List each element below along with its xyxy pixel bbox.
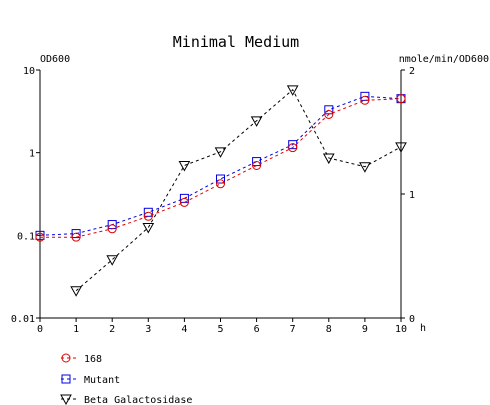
x-tick-label: 4: [181, 324, 187, 335]
data-point: [286, 85, 299, 96]
data-point: [107, 224, 117, 234]
data-point: [142, 222, 155, 234]
y-left-axis-label: OD600: [40, 54, 70, 65]
legend-marker: [61, 374, 71, 384]
y-left-tick-label: 10: [23, 66, 35, 77]
y-left-tick-label: 0.1: [17, 231, 35, 242]
x-tick-label: 1: [73, 324, 79, 335]
x-tick-label: 2: [109, 324, 115, 335]
data-point: [288, 140, 298, 150]
series-line: [39, 95, 402, 236]
legend-marker: [60, 394, 72, 405]
x-tick-label: 10: [395, 324, 407, 335]
data-point: [106, 255, 119, 266]
data-point: [252, 160, 262, 170]
y-right-tick-label: 2: [409, 66, 415, 77]
data-point: [216, 174, 225, 184]
legend-item: Beta Galactosidase: [60, 394, 192, 405]
x-tick-label: 0: [37, 324, 43, 335]
data-point: [288, 143, 298, 153]
data-point: [252, 157, 262, 167]
data-point: [71, 232, 81, 242]
x-tick-label: 3: [145, 324, 151, 335]
series-1: [35, 91, 406, 240]
x-tick-label: 6: [254, 324, 260, 335]
data-point: [359, 162, 371, 173]
legend-label: Mutant: [84, 375, 120, 386]
data-point: [35, 232, 45, 242]
y-right-tick-label: 1: [409, 190, 415, 201]
series-line: [40, 98, 402, 238]
legend-item: Mutant: [61, 374, 120, 386]
data-point: [322, 153, 335, 165]
x-tick-label: 5: [217, 324, 223, 335]
data-point: [360, 95, 370, 105]
data-point: [178, 160, 191, 172]
data-point: [179, 197, 189, 207]
series-0: [35, 94, 406, 242]
y-right-axis-label: nmole/min/OD600: [399, 54, 489, 65]
data-point: [216, 179, 225, 189]
legend-label: 168: [84, 354, 102, 365]
series-layer: [35, 85, 407, 297]
x-tick-label: 9: [362, 324, 368, 335]
data-point: [143, 211, 153, 221]
data-point: [324, 105, 334, 115]
series-2: [70, 85, 407, 297]
y-left-tick-label: 0.01: [11, 314, 35, 325]
series-line: [75, 89, 402, 292]
data-point: [143, 207, 153, 217]
legend-label: Beta Galactosidase: [84, 395, 192, 405]
data-point: [395, 142, 407, 153]
x-tick-label: 8: [326, 324, 332, 335]
legend-marker: [61, 353, 71, 363]
data-point: [250, 116, 263, 127]
x-axis-label: h: [420, 323, 426, 334]
data-point: [360, 91, 370, 101]
x-tick-label: 7: [290, 324, 296, 335]
data-point: [324, 109, 334, 119]
data-point: [214, 147, 227, 158]
data-point: [396, 94, 406, 104]
legend-item: 168: [61, 353, 102, 365]
y-left-tick-label: 1: [29, 149, 35, 160]
y-right-tick-label: 0: [409, 314, 415, 325]
data-point: [70, 286, 82, 297]
chart-title: Minimal Medium: [173, 33, 299, 51]
legend: 168 Mutant Beta Galactosidase: [60, 353, 192, 405]
